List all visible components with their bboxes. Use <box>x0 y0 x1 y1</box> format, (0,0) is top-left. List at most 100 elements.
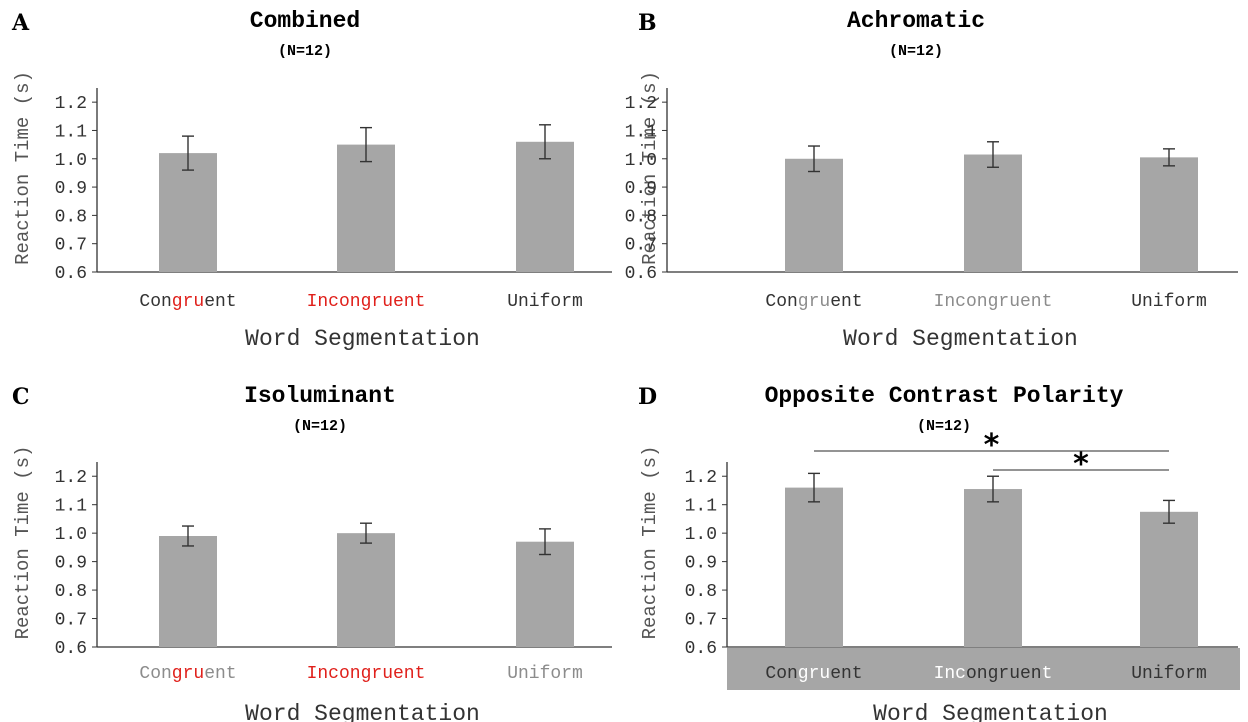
x-axis-label: Word Segmentation <box>843 326 1078 352</box>
panel-a: A Combined (N=12) Reaction Time (s) 0.6 0.7 0.… <box>11 8 612 352</box>
y-tick-label: 1.0 <box>55 151 87 171</box>
y-tick-label: 1.1 <box>685 497 717 517</box>
x-tick-label-part: gru <box>172 664 204 684</box>
y-tick-label: 1.0 <box>625 151 657 171</box>
x-axis-label: Word Segmentation <box>245 326 480 352</box>
chart-subtitle: (N=12) <box>889 43 943 60</box>
significance-star: * <box>984 428 1000 463</box>
y-axis-label: Reaction Time (s) <box>639 446 661 640</box>
y-tick-label: 1.1 <box>55 122 87 142</box>
bar <box>159 536 217 647</box>
panel-c: C Isoluminant (N=12) Reaction Time (s) 0.6 0.… <box>12 383 612 722</box>
y-tick-label: 0.7 <box>55 611 87 631</box>
x-tick-label-part: Uniform <box>1131 664 1207 684</box>
x-tick-label: Incongruent <box>934 292 1053 312</box>
y-tick-label: 1.2 <box>55 94 87 114</box>
chart-subtitle: (N=12) <box>278 43 332 60</box>
x-tick-label-part: Uniform <box>507 292 583 312</box>
x-tick-label-part: Con <box>139 292 171 312</box>
x-axis-label: Word Segmentation <box>245 701 480 722</box>
x-tick-label: Congruent <box>765 664 862 684</box>
y-tick-label: 1.0 <box>685 525 717 545</box>
x-axis-label: Word Segmentation <box>873 701 1108 722</box>
x-tick-label-part: gru <box>172 292 204 312</box>
y-axis-label: Reaction Time (s) <box>12 446 34 640</box>
y-tick-label: 0.7 <box>55 236 87 256</box>
x-tick-label-part: gru <box>798 664 830 684</box>
y-tick-label: 0.8 <box>55 207 87 227</box>
chart-subtitle: (N=12) <box>917 418 971 435</box>
chart-subtitle: (N=12) <box>293 418 347 435</box>
x-tick-label-part: Inc <box>934 664 966 684</box>
panel-letter: B <box>638 10 657 36</box>
bar <box>1140 157 1198 272</box>
x-tick-label-part: ruen <box>998 664 1041 684</box>
panel-letter: C <box>12 384 30 410</box>
bar <box>159 153 217 272</box>
y-axis-label: Reaction Time (s) <box>12 71 34 265</box>
bar <box>516 141 574 272</box>
x-tick-label-part: ent <box>830 664 862 684</box>
y-tick-label: 0.8 <box>685 582 717 602</box>
x-tick-label: Incongruent <box>307 664 426 684</box>
y-tick-label: 0.9 <box>685 554 717 574</box>
x-tick-label: Uniform <box>507 664 583 684</box>
x-tick-label: Congruent <box>139 664 236 684</box>
chart-title: Opposite Contrast Polarity <box>765 383 1124 409</box>
significance-star: * <box>1073 447 1089 482</box>
x-tick-label-part: Uniform <box>1131 292 1207 312</box>
chart-title: Isoluminant <box>244 383 396 409</box>
x-tick-label: Incongruent <box>934 664 1053 684</box>
category-band <box>727 648 1240 690</box>
x-tick-label-part: ent <box>393 664 425 684</box>
x-tick-label-part: gru <box>798 292 830 312</box>
bar <box>516 541 574 647</box>
y-tick-label: 1.1 <box>55 497 87 517</box>
panel-letter: A <box>11 10 30 36</box>
x-tick-label: Congruent <box>139 292 236 312</box>
y-tick-label: 0.7 <box>685 611 717 631</box>
x-tick-label: Uniform <box>1131 292 1207 312</box>
y-tick-label: 1.0 <box>55 525 87 545</box>
x-tick-label-part: Con <box>765 664 797 684</box>
x-tick-label-part: Uniform <box>507 664 583 684</box>
bar <box>1140 511 1198 647</box>
y-tick-label: 0.7 <box>625 236 657 256</box>
y-tick-label: 0.9 <box>625 179 657 199</box>
x-tick-label-part: Con <box>765 292 797 312</box>
bar <box>785 487 843 647</box>
bar <box>337 144 395 272</box>
chart-title: Achromatic <box>847 8 985 34</box>
x-tick-label: Incongruent <box>307 292 426 312</box>
x-tick-label-part: Incongruent <box>307 292 426 312</box>
panel-letter: D <box>638 384 657 410</box>
y-tick-label: 0.9 <box>55 554 87 574</box>
bar <box>964 489 1022 647</box>
bar <box>785 158 843 272</box>
x-tick-label-part: ongru <box>339 664 393 684</box>
y-tick-label: 0.6 <box>685 639 717 659</box>
x-tick-label-part: Incongruent <box>934 292 1053 312</box>
x-tick-label-part: t <box>1042 664 1053 684</box>
x-tick-label-part: ong <box>966 664 998 684</box>
chart-title: Combined <box>250 8 360 34</box>
y-tick-label: 0.6 <box>55 264 87 284</box>
y-tick-label: 1.2 <box>685 468 717 488</box>
x-tick-label: Uniform <box>507 292 583 312</box>
y-tick-label: 0.9 <box>55 179 87 199</box>
x-tick-label-part: ent <box>204 664 236 684</box>
bar <box>337 533 395 647</box>
y-tick-label: 1.2 <box>625 94 657 114</box>
y-tick-label: 0.8 <box>55 582 87 602</box>
y-tick-label: 0.6 <box>55 639 87 659</box>
x-tick-label: Uniform <box>1131 664 1207 684</box>
y-axis-label: Reaction Time (s) <box>639 71 661 265</box>
panel-b: B Achromatic (N=12) Reaction Time (s)0.6 0.7… <box>625 8 1238 352</box>
x-tick-label-part: ent <box>204 292 236 312</box>
y-tick-label: 0.8 <box>625 207 657 227</box>
bar <box>964 154 1022 272</box>
x-tick-label-part: ent <box>830 292 862 312</box>
x-tick-label-part: Inc <box>307 664 339 684</box>
y-tick-label: 1.2 <box>55 468 87 488</box>
